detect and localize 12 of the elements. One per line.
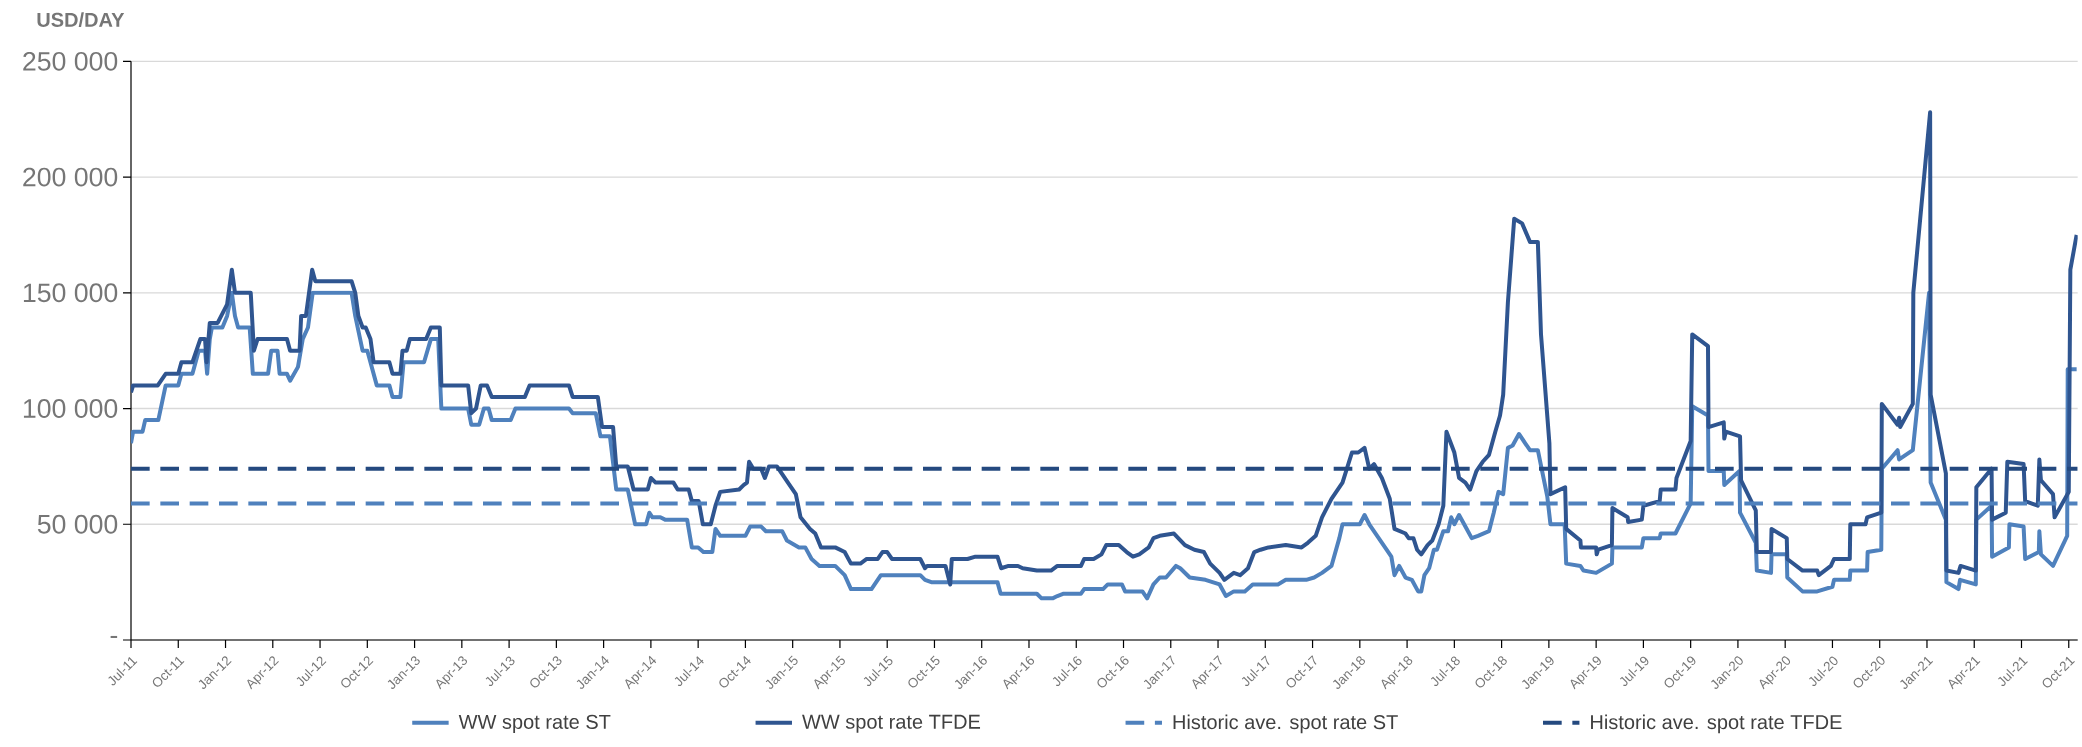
legend-label: Historic ave. spot rate TFDE bbox=[1591, 714, 1842, 734]
y-tick-label: - bbox=[110, 635, 118, 639]
y-tick-label: 150 000 bbox=[23, 283, 118, 303]
legend-label: Historic ave. spot rate ST bbox=[1173, 714, 1398, 734]
y-tick-label: 250 000 bbox=[23, 51, 118, 71]
line-series bbox=[131, 110, 2078, 587]
y-tick-label: 50 000 bbox=[37, 514, 118, 534]
legend-label: WW spot rate ST bbox=[458, 714, 611, 733]
y-tick-label: 200 000 bbox=[23, 167, 118, 187]
legend-label: WW spot rate TFDE bbox=[802, 714, 981, 733]
y-axis-title: USD/DAY bbox=[37, 12, 125, 28]
y-tick-label: 100 000 bbox=[23, 399, 118, 418]
